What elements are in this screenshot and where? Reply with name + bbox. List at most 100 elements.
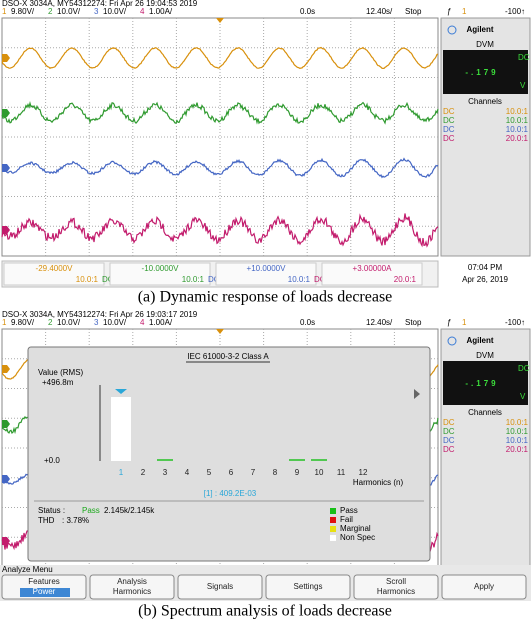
dvm-unit: V <box>520 81 526 90</box>
channel-number: 1 <box>2 7 7 16</box>
legend-label: Fail <box>340 515 353 524</box>
channel-probe: 10.0:1 <box>506 418 529 427</box>
harmonic-label: 4 <box>185 468 190 477</box>
axis-max: +496.8m <box>42 378 74 387</box>
time-scale: 12.40s/ <box>366 318 393 327</box>
menu-title: Analyze Menu <box>2 565 53 574</box>
channel-number: 4 <box>140 318 145 327</box>
softkey-label: Settings <box>294 582 323 591</box>
thd-value: : 3.78% <box>62 516 89 525</box>
trigger-level: -100↑ <box>505 318 525 327</box>
channel-scale: 9.80V/ <box>11 318 35 327</box>
harmonic-label: 1 <box>119 468 124 477</box>
offset-value: +3.00000A <box>353 264 393 273</box>
channel-probe: 10.0:1 <box>506 107 529 116</box>
trigger-level: -100↑ <box>505 7 525 16</box>
dialog-title: IEC 61000-3-2 Class A <box>187 352 269 361</box>
legend-swatch <box>330 517 336 523</box>
harmonic-label: 5 <box>207 468 212 477</box>
harmonic-label: 11 <box>337 468 346 477</box>
channel-number: 1 <box>2 318 7 327</box>
run-state: Stop <box>405 7 422 16</box>
channel-probe: 10.0:1 <box>506 436 529 445</box>
channel-scale: 9.80V/ <box>11 7 35 16</box>
offset-probe: 10.0:1 <box>182 275 205 284</box>
channel-scale: 10.0V/ <box>103 318 127 327</box>
brand: Agilent <box>466 25 493 34</box>
softkey-label: Features <box>28 577 60 586</box>
harmonic-label: 2 <box>141 468 146 477</box>
axis-label: Value (RMS) <box>38 368 84 377</box>
channel-number: 4 <box>140 7 145 16</box>
legend-swatch <box>330 535 336 541</box>
softkey-label: Harmonics <box>377 587 415 596</box>
trigger-channel: 1 <box>462 318 467 327</box>
softkey-label: Apply <box>474 582 494 591</box>
channel-number: 2 <box>48 7 53 16</box>
channel-probe: 20.0:1 <box>506 134 529 143</box>
softkey-label: Scroll <box>386 577 406 586</box>
harmonic-bar <box>111 397 131 461</box>
channel-probe: 10.0:1 <box>506 427 529 436</box>
legend-label: Marginal <box>340 524 371 533</box>
harmonic-label: 12 <box>359 468 368 477</box>
legend-swatch <box>330 526 336 532</box>
softkey-label: Power <box>33 587 56 596</box>
channel-number: 2 <box>48 318 53 327</box>
time-offset: 0.0s <box>300 7 315 16</box>
offset-value: +10.0000V <box>247 264 287 273</box>
channel-scale: 1.00A/ <box>149 318 173 327</box>
channel-scale: 10.0V/ <box>57 318 81 327</box>
clock-time: 07:04 PM <box>468 263 503 272</box>
channels-label: Channels <box>468 97 502 106</box>
channels-label: Channels <box>468 408 502 417</box>
channel-probe: 20.0:1 <box>506 445 529 454</box>
dvm-reading: -.179 <box>465 379 498 388</box>
softkey-label: Analysis <box>117 577 147 586</box>
legend-swatch <box>330 508 336 514</box>
dvm-label: DVM <box>476 40 494 49</box>
channel-probe: 10.0:1 <box>506 116 529 125</box>
harmonic-label: 3 <box>163 468 168 477</box>
trigger-channel: 1 <box>462 7 467 16</box>
legend-label: Pass <box>340 506 358 515</box>
clock-date: Apr 26, 2019 <box>462 275 508 284</box>
channel-coupling: DC <box>443 445 455 454</box>
channel-coupling: DC <box>443 125 455 134</box>
x-label: Harmonics (n) <box>353 478 404 487</box>
channel-coupling: DC <box>443 107 455 116</box>
axis-min: +0.0 <box>44 456 60 465</box>
dvm-label: DVM <box>476 351 494 360</box>
run-state: Stop <box>405 318 422 327</box>
softkey-label: Harmonics <box>113 587 151 596</box>
screen <box>2 18 438 256</box>
harmonic-label: 9 <box>295 468 300 477</box>
offset-value: -29.4000V <box>36 264 74 273</box>
channel-coupling: DC <box>443 436 455 445</box>
time-scale: 12.40s/ <box>366 7 393 16</box>
trigger-symbol: ƒ <box>447 318 451 327</box>
figure: DSO-X 3034A, MY54312274: Fri Apr 26 19:0… <box>0 0 531 623</box>
dvm-reading: -.179 <box>465 68 498 77</box>
channel-scale: 10.0V/ <box>57 7 81 16</box>
harmonic-label: 6 <box>229 468 234 477</box>
time-offset: 0.0s <box>300 318 315 327</box>
channel-coupling: DC <box>443 418 455 427</box>
channel-probe: 10.0:1 <box>506 125 529 134</box>
offset-probe: 10.0:1 <box>76 275 99 284</box>
offset-probe: 20.0:1 <box>394 275 417 284</box>
caption: (a) Dynamic response of loads decrease <box>138 289 393 306</box>
status-count: 2.145k/2.145k <box>104 506 155 515</box>
offset-value: -10.0000V <box>142 264 180 273</box>
legend-label: Non Spec <box>340 533 375 542</box>
channel-number: 3 <box>94 318 99 327</box>
status-label: Status : <box>38 506 65 515</box>
channel-coupling: DC <box>443 116 455 125</box>
channel-coupling: DC <box>443 134 455 143</box>
dvm-coupling: DC <box>518 364 530 373</box>
harmonic-label: 7 <box>251 468 256 477</box>
softkey-label: Signals <box>207 582 233 591</box>
channel-number: 3 <box>94 7 99 16</box>
dvm-unit: V <box>520 392 526 401</box>
brand: Agilent <box>466 336 493 345</box>
